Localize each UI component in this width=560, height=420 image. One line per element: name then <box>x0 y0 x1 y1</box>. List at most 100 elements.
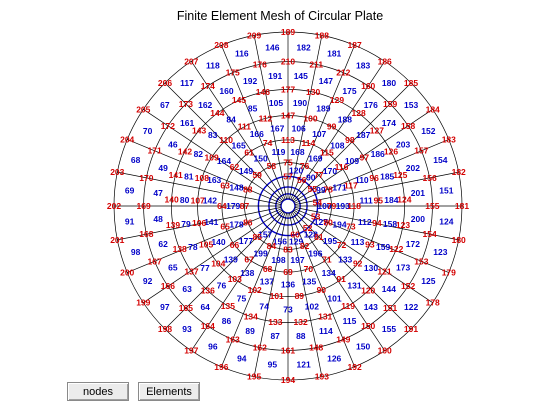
node-label: 65 <box>220 221 230 231</box>
node-label: 183 <box>442 134 456 144</box>
element-label: 164 <box>217 156 231 166</box>
element-label: 118 <box>206 61 220 71</box>
elements-button[interactable]: Elements <box>138 382 200 401</box>
mesh-radial-line <box>164 82 284 202</box>
element-label: 119 <box>272 147 286 157</box>
node-label: 78 <box>323 184 333 194</box>
node-label: 118 <box>347 201 361 211</box>
element-label: 88 <box>296 331 306 341</box>
node-label: 163 <box>226 334 240 344</box>
element-label: 136 <box>281 279 295 289</box>
mesh-radial-line <box>294 171 459 205</box>
node-label: 123 <box>396 220 410 230</box>
element-label: 162 <box>198 100 212 110</box>
nodes-button[interactable]: nodes <box>67 382 129 401</box>
node-label: 172 <box>161 121 175 131</box>
node-label: 138 <box>173 244 187 254</box>
element-label: 101 <box>327 294 341 304</box>
element-label: 170 <box>323 166 337 176</box>
element-label: 86 <box>222 316 232 326</box>
element-label: 203 <box>396 140 410 150</box>
node-label: 161 <box>281 345 295 355</box>
element-label: 153 <box>404 100 418 110</box>
node-label: 71 <box>322 255 332 265</box>
mesh-radial-line <box>127 139 282 204</box>
element-label: 93 <box>182 324 192 334</box>
node-label: 176 <box>253 59 267 69</box>
node-label: 128 <box>352 108 366 118</box>
mesh-radial-line <box>293 109 433 203</box>
node-label: 96 <box>369 173 379 183</box>
element-label: 138 <box>240 268 254 278</box>
node-label: 165 <box>179 303 193 313</box>
element-label: 135 <box>302 276 316 286</box>
node-label: 82 <box>300 241 310 251</box>
element-label: 141 <box>204 217 218 227</box>
node-label: 113 <box>281 135 295 145</box>
node-label: 191 <box>404 324 418 334</box>
node-label: 63 <box>220 181 230 191</box>
element-label: 99 <box>316 185 326 195</box>
node-label: 144 <box>210 108 224 118</box>
node-label: 194 <box>281 375 295 385</box>
node-label: 129 <box>330 95 344 105</box>
node-label: 95 <box>374 195 384 205</box>
node-label: 171 <box>148 146 162 156</box>
node-label: 208 <box>214 40 228 50</box>
element-label: 46 <box>168 140 178 150</box>
node-label: 86 <box>243 218 253 228</box>
node-label: 120 <box>361 286 375 296</box>
element-label: 116 <box>235 49 249 59</box>
element-label: 143 <box>364 302 378 312</box>
node-label: 53 <box>311 212 321 222</box>
node-label: 199 <box>136 298 150 308</box>
node-label: 209 <box>247 30 261 40</box>
element-label: 67 <box>160 100 170 110</box>
element-label: 63 <box>182 284 192 294</box>
node-label: 162 <box>253 343 267 353</box>
node-label: 98 <box>345 135 355 145</box>
node-label: 196 <box>214 362 228 372</box>
element-label: 187 <box>356 130 370 140</box>
node-label: 139 <box>166 220 180 230</box>
node-label: 190 <box>378 346 392 356</box>
element-label: 202 <box>406 163 420 173</box>
element-label: 84 <box>226 115 236 125</box>
element-label: 145 <box>294 71 308 81</box>
element-label: 194 <box>332 220 346 230</box>
node-label: 108 <box>195 173 209 183</box>
node-label: 64 <box>217 201 227 211</box>
node-label: 149 <box>336 334 350 344</box>
element-label: 185 <box>380 171 394 181</box>
node-label: 200 <box>120 268 134 278</box>
element-label: 111 <box>359 196 373 206</box>
node-label: 116 <box>335 162 349 172</box>
node-number-labels: 189 1881871861851841831821811801791781911… <box>107 27 469 385</box>
node-label: 90 <box>317 285 327 295</box>
element-label: 80 <box>180 195 190 205</box>
element-label: 106 <box>292 123 306 133</box>
node-label: 210 <box>281 57 295 67</box>
node-label: 136 <box>201 286 215 296</box>
element-label: 110 <box>355 175 369 185</box>
element-label: 166 <box>250 129 264 139</box>
node-label: 110 <box>219 135 233 145</box>
node-label: 197 <box>184 346 198 356</box>
node-label: 85 <box>252 232 262 242</box>
node-label: 103 <box>228 274 242 284</box>
element-label: 113 <box>351 237 365 247</box>
element-label: 120 <box>289 165 303 175</box>
element-label: 201 <box>411 188 425 198</box>
node-label: 170 <box>139 173 153 183</box>
element-label: 108 <box>330 140 344 150</box>
element-label: 188 <box>338 115 352 125</box>
node-label: 130 <box>306 87 320 97</box>
node-label: 206 <box>158 78 172 88</box>
node-label: 73 <box>346 221 356 231</box>
element-label: 90 <box>306 172 316 182</box>
element-label: 183 <box>356 61 370 71</box>
node-label: 68 <box>263 264 273 274</box>
element-label: 112 <box>358 217 372 227</box>
element-label: 83 <box>208 130 218 140</box>
